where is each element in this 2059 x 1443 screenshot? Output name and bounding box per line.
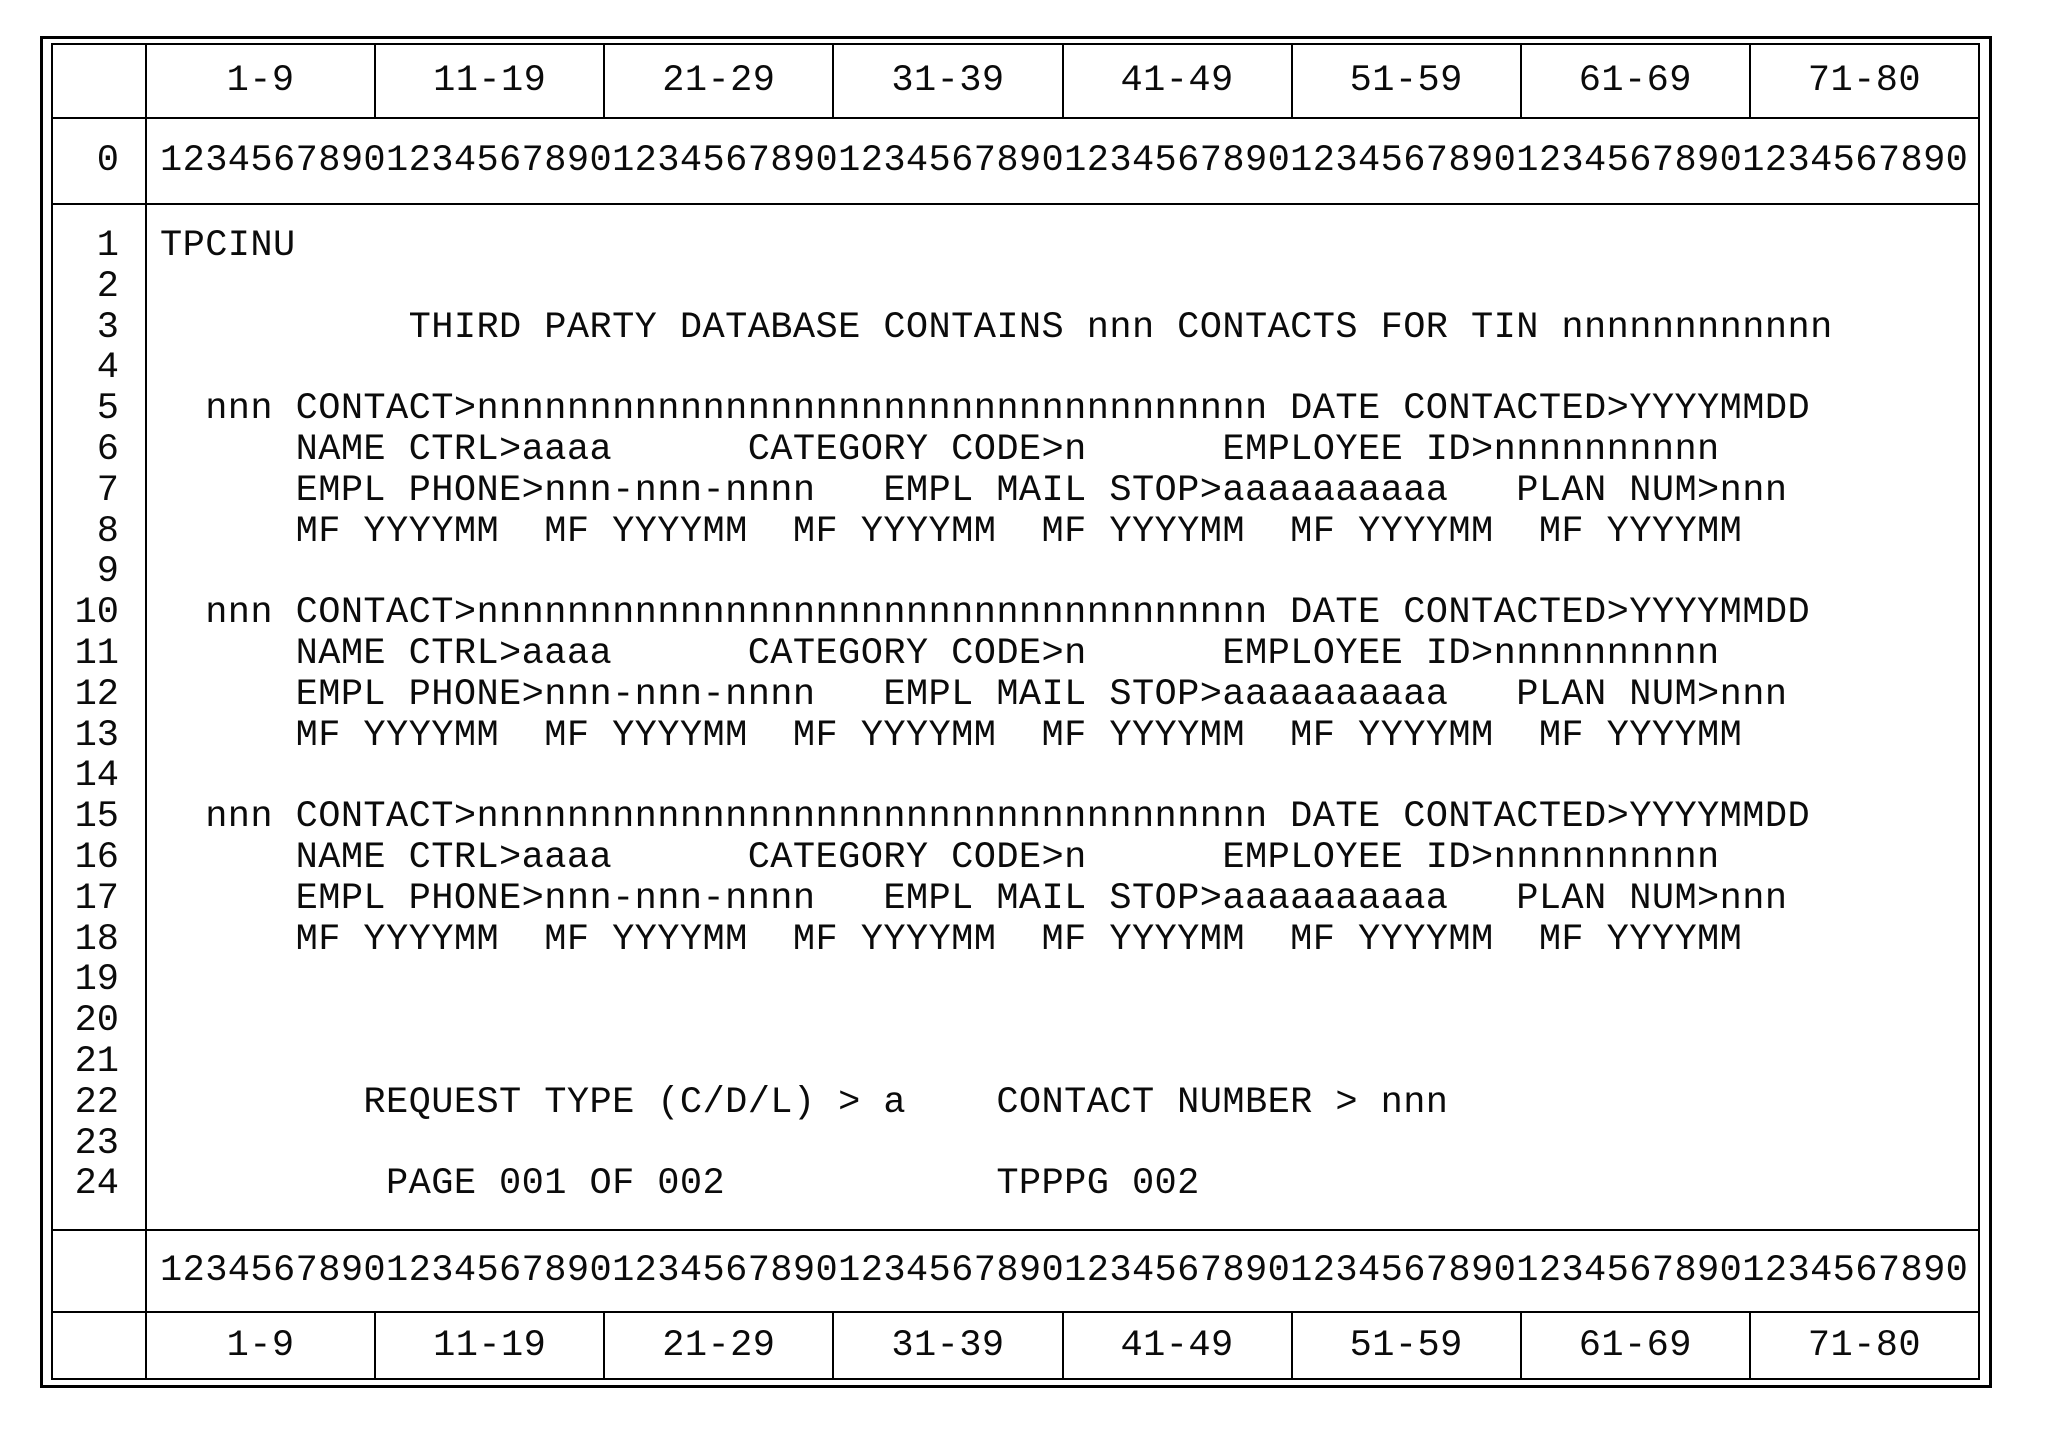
screen-line: EMPL PHONE>nnn-nnn-nnnn EMPL MAIL STOP>a… (160, 469, 1788, 512)
column-range-header: 61-69 (1519, 45, 1749, 117)
screen-line (160, 552, 1978, 593)
screen-body: 1 2 3 4 5 6 7 8 9 10 11 12 13 14 15 16 1… (53, 205, 1978, 1229)
column-range-header: 51-59 (1290, 45, 1520, 117)
screen-line: NAME CTRL>aaaa CATEGORY CODE>n EMPLOYEE … (160, 632, 1720, 675)
row-number: 7 (96, 469, 119, 512)
row-number: 22 (74, 1081, 119, 1124)
screen-line: EMPL PHONE>nnn-nnn-nnnn EMPL MAIL STOP>a… (160, 877, 1788, 920)
screen-line (160, 1001, 1978, 1042)
row-number: 15 (74, 796, 119, 839)
row-number: 20 (74, 1000, 119, 1043)
screen-line (160, 348, 1978, 389)
screen-line: MF YYYYMM MF YYYYMM MF YYYYMM MF YYYYMM … (160, 714, 1743, 757)
column-range-header: 61-69 (1519, 1313, 1749, 1378)
column-ruler-top: 1234567890123456789012345678901234567890… (145, 119, 1978, 203)
row-number: 9 (96, 551, 119, 594)
screen-line (160, 1042, 1978, 1083)
row-number: 6 (96, 428, 119, 471)
column-header-row-top: 1-9 11-19 21-29 31-39 41-49 51-59 61-69 … (53, 45, 1978, 119)
row-number: 21 (74, 1040, 119, 1083)
row-number: 5 (96, 388, 119, 431)
column-range-header: 71-80 (1748, 45, 1978, 117)
row-number: 13 (74, 714, 119, 757)
column-range-header: 41-49 (1061, 1313, 1291, 1378)
row-number-column: 1 2 3 4 5 6 7 8 9 10 11 12 13 14 15 16 1… (53, 205, 145, 1229)
ruler-row-number: 0 (96, 140, 119, 182)
row-number: 14 (74, 755, 119, 798)
column-range-header: 1-9 (226, 60, 295, 102)
row-number: 4 (96, 347, 119, 390)
screen-line: REQUEST TYPE (C/D/L) > a CONTACT NUMBER … (160, 1081, 1449, 1124)
screen-text-area: TPCINU THIRD PARTY DATABASE CONTAINS nnn… (145, 205, 1978, 1229)
screen-line (160, 960, 1978, 1001)
row-number: 16 (74, 836, 119, 879)
ruler-row-number-empty (53, 1231, 145, 1311)
row-number: 12 (74, 673, 119, 716)
ruler-row-bottom: 1234567890123456789012345678901234567890… (53, 1229, 1978, 1311)
screen-line: TPCINU (160, 225, 296, 267)
row-number: 11 (74, 632, 119, 675)
screen-line (160, 1124, 1978, 1165)
column-range-header: 1-9 (226, 1324, 295, 1367)
header-corner-cell-bottom (53, 1313, 145, 1378)
column-range-header: 41-49 (1061, 45, 1291, 117)
column-range-header: 71-80 (1748, 1313, 1978, 1378)
screen-line: NAME CTRL>aaaa CATEGORY CODE>n EMPLOYEE … (160, 428, 1720, 471)
screen-layout-table: 1-9 11-19 21-29 31-39 41-49 51-59 61-69 … (51, 43, 1980, 1380)
row-number: 10 (74, 592, 119, 635)
row-number: 2 (96, 265, 119, 308)
column-header-cells-bottom: 1-9 11-19 21-29 31-39 41-49 51-59 61-69 … (145, 1313, 1978, 1378)
row-number: 23 (74, 1122, 119, 1165)
row-number: 19 (74, 959, 119, 1002)
column-range-header: 11-19 (374, 1313, 603, 1378)
column-range-header: 31-39 (832, 45, 1061, 117)
screen-line: PAGE 001 OF 002 TPPPG 002 (160, 1163, 1200, 1206)
screen-line: THIRD PARTY DATABASE CONTAINS nnn CONTAC… (160, 306, 1833, 349)
ruler-row-top: 0 12345678901234567890123456789012345678… (53, 119, 1978, 205)
header-corner-cell-top (53, 45, 145, 117)
row-number: 8 (96, 510, 119, 553)
column-range-header: 11-19 (374, 45, 603, 117)
column-header-row-bottom: 1-9 11-19 21-29 31-39 41-49 51-59 61-69 … (53, 1311, 1978, 1378)
row-number: 3 (96, 306, 119, 349)
screen-line (160, 267, 1978, 308)
column-range-header: 31-39 (832, 1313, 1061, 1378)
screen-line: nnn CONTACT>nnnnnnnnnnnnnnnnnnnnnnnnnnnn… (160, 388, 1811, 431)
screen-line: EMPL PHONE>nnn-nnn-nnnn EMPL MAIL STOP>a… (160, 673, 1788, 716)
column-range-header: 21-29 (603, 1313, 832, 1378)
screen-line: NAME CTRL>aaaa CATEGORY CODE>n EMPLOYEE … (160, 836, 1720, 879)
row-number: 24 (74, 1163, 119, 1206)
screen-line: nnn CONTACT>nnnnnnnnnnnnnnnnnnnnnnnnnnnn… (160, 592, 1811, 635)
screen-line: MF YYYYMM MF YYYYMM MF YYYYMM MF YYYYMM … (160, 510, 1743, 553)
column-range-header: 51-59 (1290, 1313, 1520, 1378)
column-ruler-bottom: 1234567890123456789012345678901234567890… (145, 1231, 1978, 1311)
row-number: 18 (74, 918, 119, 961)
row-number: 1 (96, 225, 119, 267)
screen-line: MF YYYYMM MF YYYYMM MF YYYYMM MF YYYYMM … (160, 918, 1743, 961)
column-range-header: 21-29 (603, 45, 832, 117)
column-header-cells-top: 1-9 11-19 21-29 31-39 41-49 51-59 61-69 … (145, 45, 1978, 117)
screen-line: nnn CONTACT>nnnnnnnnnnnnnnnnnnnnnnnnnnnn… (160, 796, 1811, 839)
row-number: 17 (74, 877, 119, 920)
figure-outer-border: 1-9 11-19 21-29 31-39 41-49 51-59 61-69 … (40, 36, 1992, 1388)
screen-line (160, 756, 1978, 797)
